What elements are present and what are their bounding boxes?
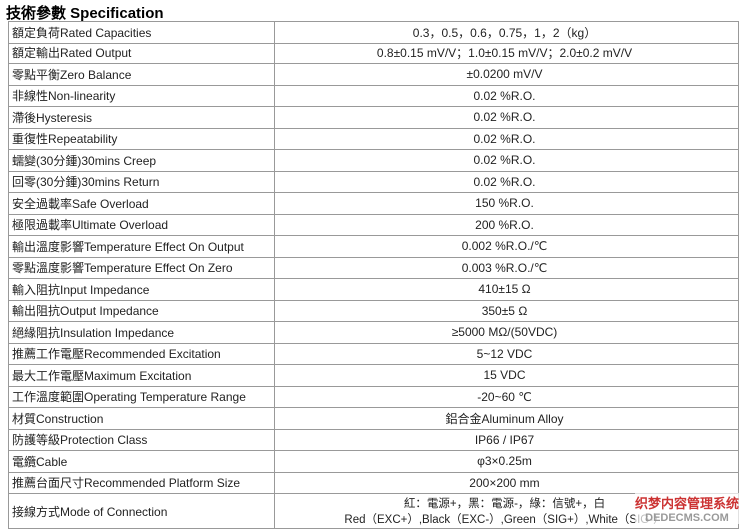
watermark: 织梦内容管理系统 DEDECMS.COM bbox=[634, 493, 739, 524]
value-cell: 紅：電源+，黑：電源-，綠：信號+，白 Red（EXC+）,Black（EXC-… bbox=[271, 494, 738, 528]
value-cell: 200×200 mm bbox=[469, 475, 540, 490]
value-cell: 0.002 %R.O./℃ bbox=[461, 239, 548, 254]
watermark-line: DEDECMS.COM bbox=[645, 512, 729, 524]
table-row: 回零(30分鍾)30mins Return 0.02 %R.O. bbox=[8, 171, 739, 193]
value-cell: 200 %R.O. bbox=[475, 217, 534, 232]
table-row: 零點溫度影響Temperature Effect On Zero 0.003 %R… bbox=[8, 257, 739, 279]
table-row: 非線性Non-linearity 0.02 %R.O. bbox=[8, 85, 739, 107]
value-cell: ≥5000 MΩ/(50VDC) bbox=[451, 325, 558, 340]
value-cell: 5~12 VDC bbox=[476, 346, 533, 361]
value-cell: 15 VDC bbox=[483, 368, 526, 383]
label-cell: 非線性Non-linearity bbox=[9, 85, 275, 106]
table-row: 推薦台面尺寸Recommended Platform Size 200×200 m… bbox=[8, 472, 739, 494]
table-row: 重復性Repeatability 0.02 %R.O. bbox=[8, 128, 739, 150]
label-cell: 輸出溫度影響Temperature Effect On Output bbox=[9, 236, 275, 257]
value-cell: 0.003 %R.O./℃ bbox=[461, 260, 548, 275]
table-row: 滯後Hysteresis 0.02 %R.O. bbox=[8, 107, 739, 129]
table-row: 工作溫度範圍Operating Temperature Range -20~60 … bbox=[8, 386, 739, 408]
label-cell: 輸出阻抗Output Impedance bbox=[9, 300, 275, 321]
title: 技術參數 Specification bbox=[6, 5, 164, 22]
label-cell: 安全過載率Safe Overload bbox=[9, 193, 275, 214]
value-cell: -20~60 ℃ bbox=[477, 389, 532, 404]
label-cell: 防護等級Protection Class bbox=[9, 429, 275, 450]
table-row: 輸出阻抗Output Impedance 350±5 Ω bbox=[8, 300, 739, 322]
table-row: 接線方式Mode of Connection 紅：電源+，黑：電源-，綠：信號+… bbox=[8, 494, 739, 529]
table-row: 極限過載率Ultimate Overload 200 %R.O. bbox=[8, 214, 739, 236]
table-row: 輸入阻抗Input Impedance 410±15 Ω bbox=[8, 279, 739, 301]
value-cell: φ3×0.25m bbox=[477, 454, 532, 469]
label-cell: 重復性Repeatability bbox=[9, 128, 275, 149]
label-cell: 極限過載率Ultimate Overload bbox=[9, 214, 275, 235]
value-cell: 150 %R.O. bbox=[475, 196, 534, 211]
value-cell: 0.02 %R.O. bbox=[473, 88, 536, 103]
label-cell: 推薦工作電壓Recommended Excitation bbox=[9, 343, 275, 364]
table-row: 電纜Cable φ3×0.25m bbox=[8, 451, 739, 473]
table-row: 絕緣阻抗Insulation Impedance ≥5000 MΩ/(50VDC) bbox=[8, 322, 739, 344]
table-row: 材質Construction 鋁合金Aluminum Alloy bbox=[8, 408, 739, 430]
label-cell: 電纜Cable bbox=[9, 451, 275, 472]
table-row: 額定輸出Rated Output 0.8±0.15 mV/V；1.0±0.15 m… bbox=[8, 42, 739, 64]
label-cell: 滯後Hysteresis bbox=[9, 107, 275, 128]
value-cell: 0.02 %R.O. bbox=[473, 131, 536, 146]
table-row: 額定負荷Rated Capacities 0.3，0.5，0.6，0.75，1，2… bbox=[8, 21, 739, 44]
label-cell: 額定輸出Rated Output bbox=[9, 42, 275, 63]
label-cell: 材質Construction bbox=[9, 408, 275, 429]
value-line: 紅：電源+，黑：電源-，綠：信號+，白 bbox=[403, 498, 606, 510]
value-cell: 0.02 %R.O. bbox=[473, 110, 536, 125]
table-row: 安全過載率Safe Overload 150 %R.O. bbox=[8, 193, 739, 215]
label-cell: 最大工作電壓Maximum Excitation bbox=[9, 365, 275, 386]
table-row: 輸出溫度影響Temperature Effect On Output 0.002 … bbox=[8, 236, 739, 258]
value-cell: 0.3，0.5，0.6，0.75，1，2（kg） bbox=[412, 25, 597, 40]
label-cell: 接線方式Mode of Connection bbox=[9, 494, 275, 528]
table-row: 蠕變(30分鍾)30mins Creep 0.02 %R.O. bbox=[8, 150, 739, 172]
value-cell: 350±5 Ω bbox=[481, 303, 528, 318]
table-row: 零點平衡Zero Balance ±0.0200 mV/V bbox=[8, 64, 739, 86]
value-cell: IP66 / IP67 bbox=[474, 432, 535, 447]
watermark-line: 织梦内容管理系统 bbox=[634, 496, 739, 511]
label-cell: 推薦台面尺寸Recommended Platform Size bbox=[9, 472, 275, 493]
label-cell: 零點平衡Zero Balance bbox=[9, 64, 275, 85]
label-cell: 零點溫度影響Temperature Effect On Zero bbox=[9, 257, 275, 278]
value-cell: 410±15 Ω bbox=[478, 282, 531, 297]
table-row: 推薦工作電壓Recommended Excitation 5~12 VDC bbox=[8, 343, 739, 365]
value-cell: ±0.0200 mV/V bbox=[466, 67, 543, 82]
label-cell: 蠕變(30分鍾)30mins Creep bbox=[9, 150, 275, 171]
label-cell: 額定負荷Rated Capacities bbox=[9, 22, 275, 43]
value-line: Red（EXC+）,Black（EXC-）,Green（SIG+）,White（… bbox=[344, 514, 665, 526]
value-cell: 0.8±0.15 mV/V；1.0±0.15 mV/V；2.0±0.2 mV/V bbox=[376, 46, 633, 61]
label-cell: 回零(30分鍾)30mins Return bbox=[9, 171, 275, 192]
value-cell: 鋁合金Aluminum Alloy bbox=[445, 411, 564, 426]
label-cell: 輸入阻抗Input Impedance bbox=[9, 279, 275, 300]
table-row: 最大工作電壓Maximum Excitation 15 VDC bbox=[8, 365, 739, 387]
value-cell: 0.02 %R.O. bbox=[473, 153, 536, 168]
label-cell: 絕緣阻抗Insulation Impedance bbox=[9, 322, 275, 343]
value-cell: 0.02 %R.O. bbox=[473, 174, 536, 189]
label-cell: 工作溫度範圍Operating Temperature Range bbox=[9, 386, 275, 407]
table-row: 防護等級Protection Class IP66 / IP67 bbox=[8, 429, 739, 451]
